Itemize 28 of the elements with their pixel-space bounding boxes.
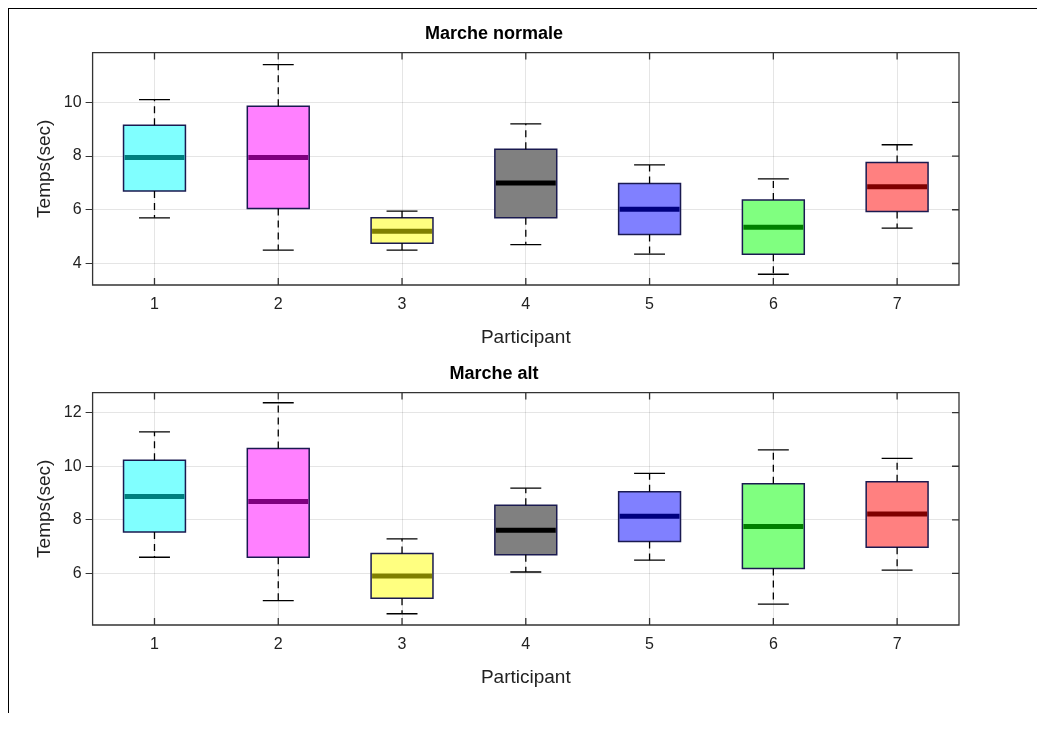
x-axis-title: Participant [480,325,572,347]
x-tick-label: 1 [150,295,160,313]
y-tick-label: 4 [72,253,82,271]
y-tick-label: 10 [63,92,82,110]
chart-title: Marche normale [424,22,564,43]
x-tick-label: 5 [645,635,655,653]
y-tick-label: 6 [72,563,82,581]
y-tick-label: 12 [63,403,82,421]
x-tick-label: 1 [150,635,160,653]
y-axis-title: Temps(sec) [32,119,54,218]
x-tick-label: 3 [397,295,407,313]
x-tick-label: 2 [273,295,283,313]
x-tick-label: 3 [397,635,407,653]
x-tick-label: 4 [521,295,531,313]
y-tick-label: 8 [72,146,82,164]
x-tick-label: 7 [892,295,902,313]
x-tick-label: 2 [273,635,283,653]
y-tick-label: 6 [72,200,82,218]
y-tick-label: 10 [63,456,82,474]
y-axis-title: Temps(sec) [32,459,54,558]
x-tick-label: 6 [768,635,778,653]
x-tick-label: 4 [521,635,531,653]
x-axis-title: Participant [480,665,572,687]
x-tick-label: 6 [768,295,778,313]
chart-title: Marche alt [449,362,539,383]
x-tick-label: 7 [892,635,902,653]
x-tick-label: 5 [645,295,655,313]
y-tick-label: 8 [72,510,82,528]
